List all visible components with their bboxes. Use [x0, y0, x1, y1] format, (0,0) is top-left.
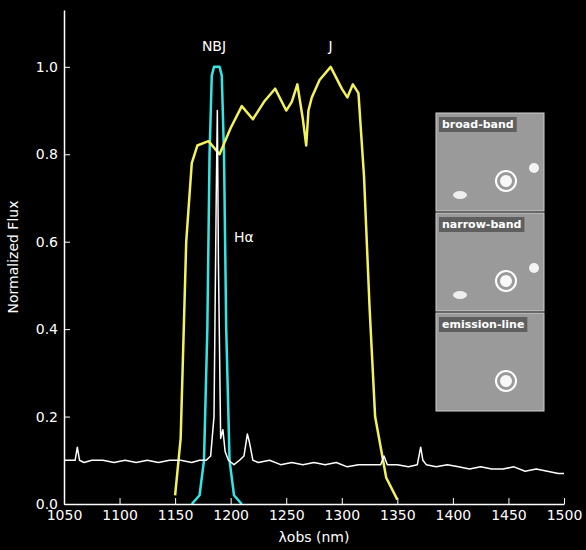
y-axis-title: Normalized Flux	[5, 201, 21, 314]
inset-target	[500, 175, 512, 187]
inset-panel: broad-band	[436, 113, 544, 211]
tick-mark	[564, 498, 565, 504]
inset-panel: emission-line	[436, 313, 544, 411]
tick-label: 0.8	[36, 146, 58, 162]
tick: 0.2	[36, 409, 70, 425]
series-line	[64, 111, 564, 474]
x-axis-title: λobs (nm)	[279, 529, 350, 545]
tick: 1500	[547, 498, 583, 523]
inset-image	[436, 113, 544, 211]
inset-source	[529, 263, 539, 273]
inset-source	[453, 291, 467, 299]
tick-label: 1350	[380, 507, 416, 523]
series-label: J	[328, 38, 333, 54]
inset-label-bg	[439, 217, 524, 232]
inset-label: emission-line	[442, 318, 524, 331]
tick-mark	[64, 67, 70, 68]
tick-label: 1500	[547, 507, 583, 523]
inset-target	[500, 375, 512, 387]
tick: 1450	[491, 498, 527, 523]
tick: 1.0	[36, 59, 70, 75]
plot: 1050110011501200125013001350140014501500…	[36, 11, 583, 523]
tick-label: 1250	[269, 507, 305, 523]
inset-image	[436, 313, 544, 411]
tick: 1350	[380, 498, 416, 523]
tick-label: 0.6	[36, 234, 58, 250]
tick-mark	[64, 329, 70, 330]
inset-circle	[496, 171, 516, 191]
inset-label-bg	[439, 117, 517, 132]
tick-mark	[453, 498, 454, 504]
tick: 0.4	[36, 321, 70, 337]
x-axis: 1050110011501200125013001350140014501500	[47, 498, 583, 523]
tick-label: 1300	[324, 507, 360, 523]
tick-label: 1.0	[36, 59, 58, 75]
tick: 1300	[324, 498, 360, 523]
tick: 0.8	[36, 146, 70, 162]
annotation: Hα	[234, 229, 254, 245]
inset-panel: narrow-band	[436, 213, 544, 311]
tick-mark	[231, 498, 232, 504]
series-line	[175, 67, 397, 500]
tick: 0.6	[36, 234, 70, 250]
series-label: NBJ	[202, 38, 226, 54]
inset-label-bg	[439, 317, 527, 332]
tick-label: 0.0	[36, 496, 58, 512]
inset-target	[500, 275, 512, 287]
inset-circle	[496, 271, 516, 291]
tick: 0.0	[36, 496, 70, 512]
tick-mark	[64, 417, 70, 418]
axis-line	[64, 11, 66, 505]
tick-label: 1150	[158, 507, 194, 523]
inset-circle	[496, 371, 516, 391]
chart: 1050110011501200125013001350140014501500…	[0, 0, 586, 550]
tick: 1400	[436, 498, 472, 523]
y-axis: 0.0 0.2 0.4 0.6 0.8 1.0	[36, 11, 70, 512]
tick-label: 0.4	[36, 321, 58, 337]
tick-mark	[64, 154, 70, 155]
tick: 1150	[158, 498, 194, 523]
tick-mark	[508, 498, 509, 504]
inset-source	[453, 191, 467, 199]
tick: 1250	[269, 498, 305, 523]
tick-mark	[397, 498, 398, 504]
inset-image	[436, 213, 544, 311]
inset-label: narrow-band	[442, 218, 521, 231]
tick: 1100	[102, 498, 138, 523]
tick-label: 1450	[491, 507, 527, 523]
tick: 1200	[213, 498, 249, 523]
series-lines	[64, 67, 564, 504]
tick-label: 1100	[102, 507, 138, 523]
tick-mark	[120, 498, 121, 504]
axis-line	[65, 504, 565, 506]
inset-label: broad-band	[442, 118, 514, 131]
tick-mark	[286, 498, 287, 504]
tick-mark	[342, 498, 343, 504]
tick-mark	[175, 498, 176, 504]
tick-label: 0.2	[36, 409, 58, 425]
inset-source	[529, 163, 539, 173]
tick-mark	[64, 504, 70, 505]
tick-label: 1200	[213, 507, 249, 523]
tick-label: 1400	[436, 507, 472, 523]
background	[0, 0, 586, 550]
tick-mark	[64, 242, 70, 243]
